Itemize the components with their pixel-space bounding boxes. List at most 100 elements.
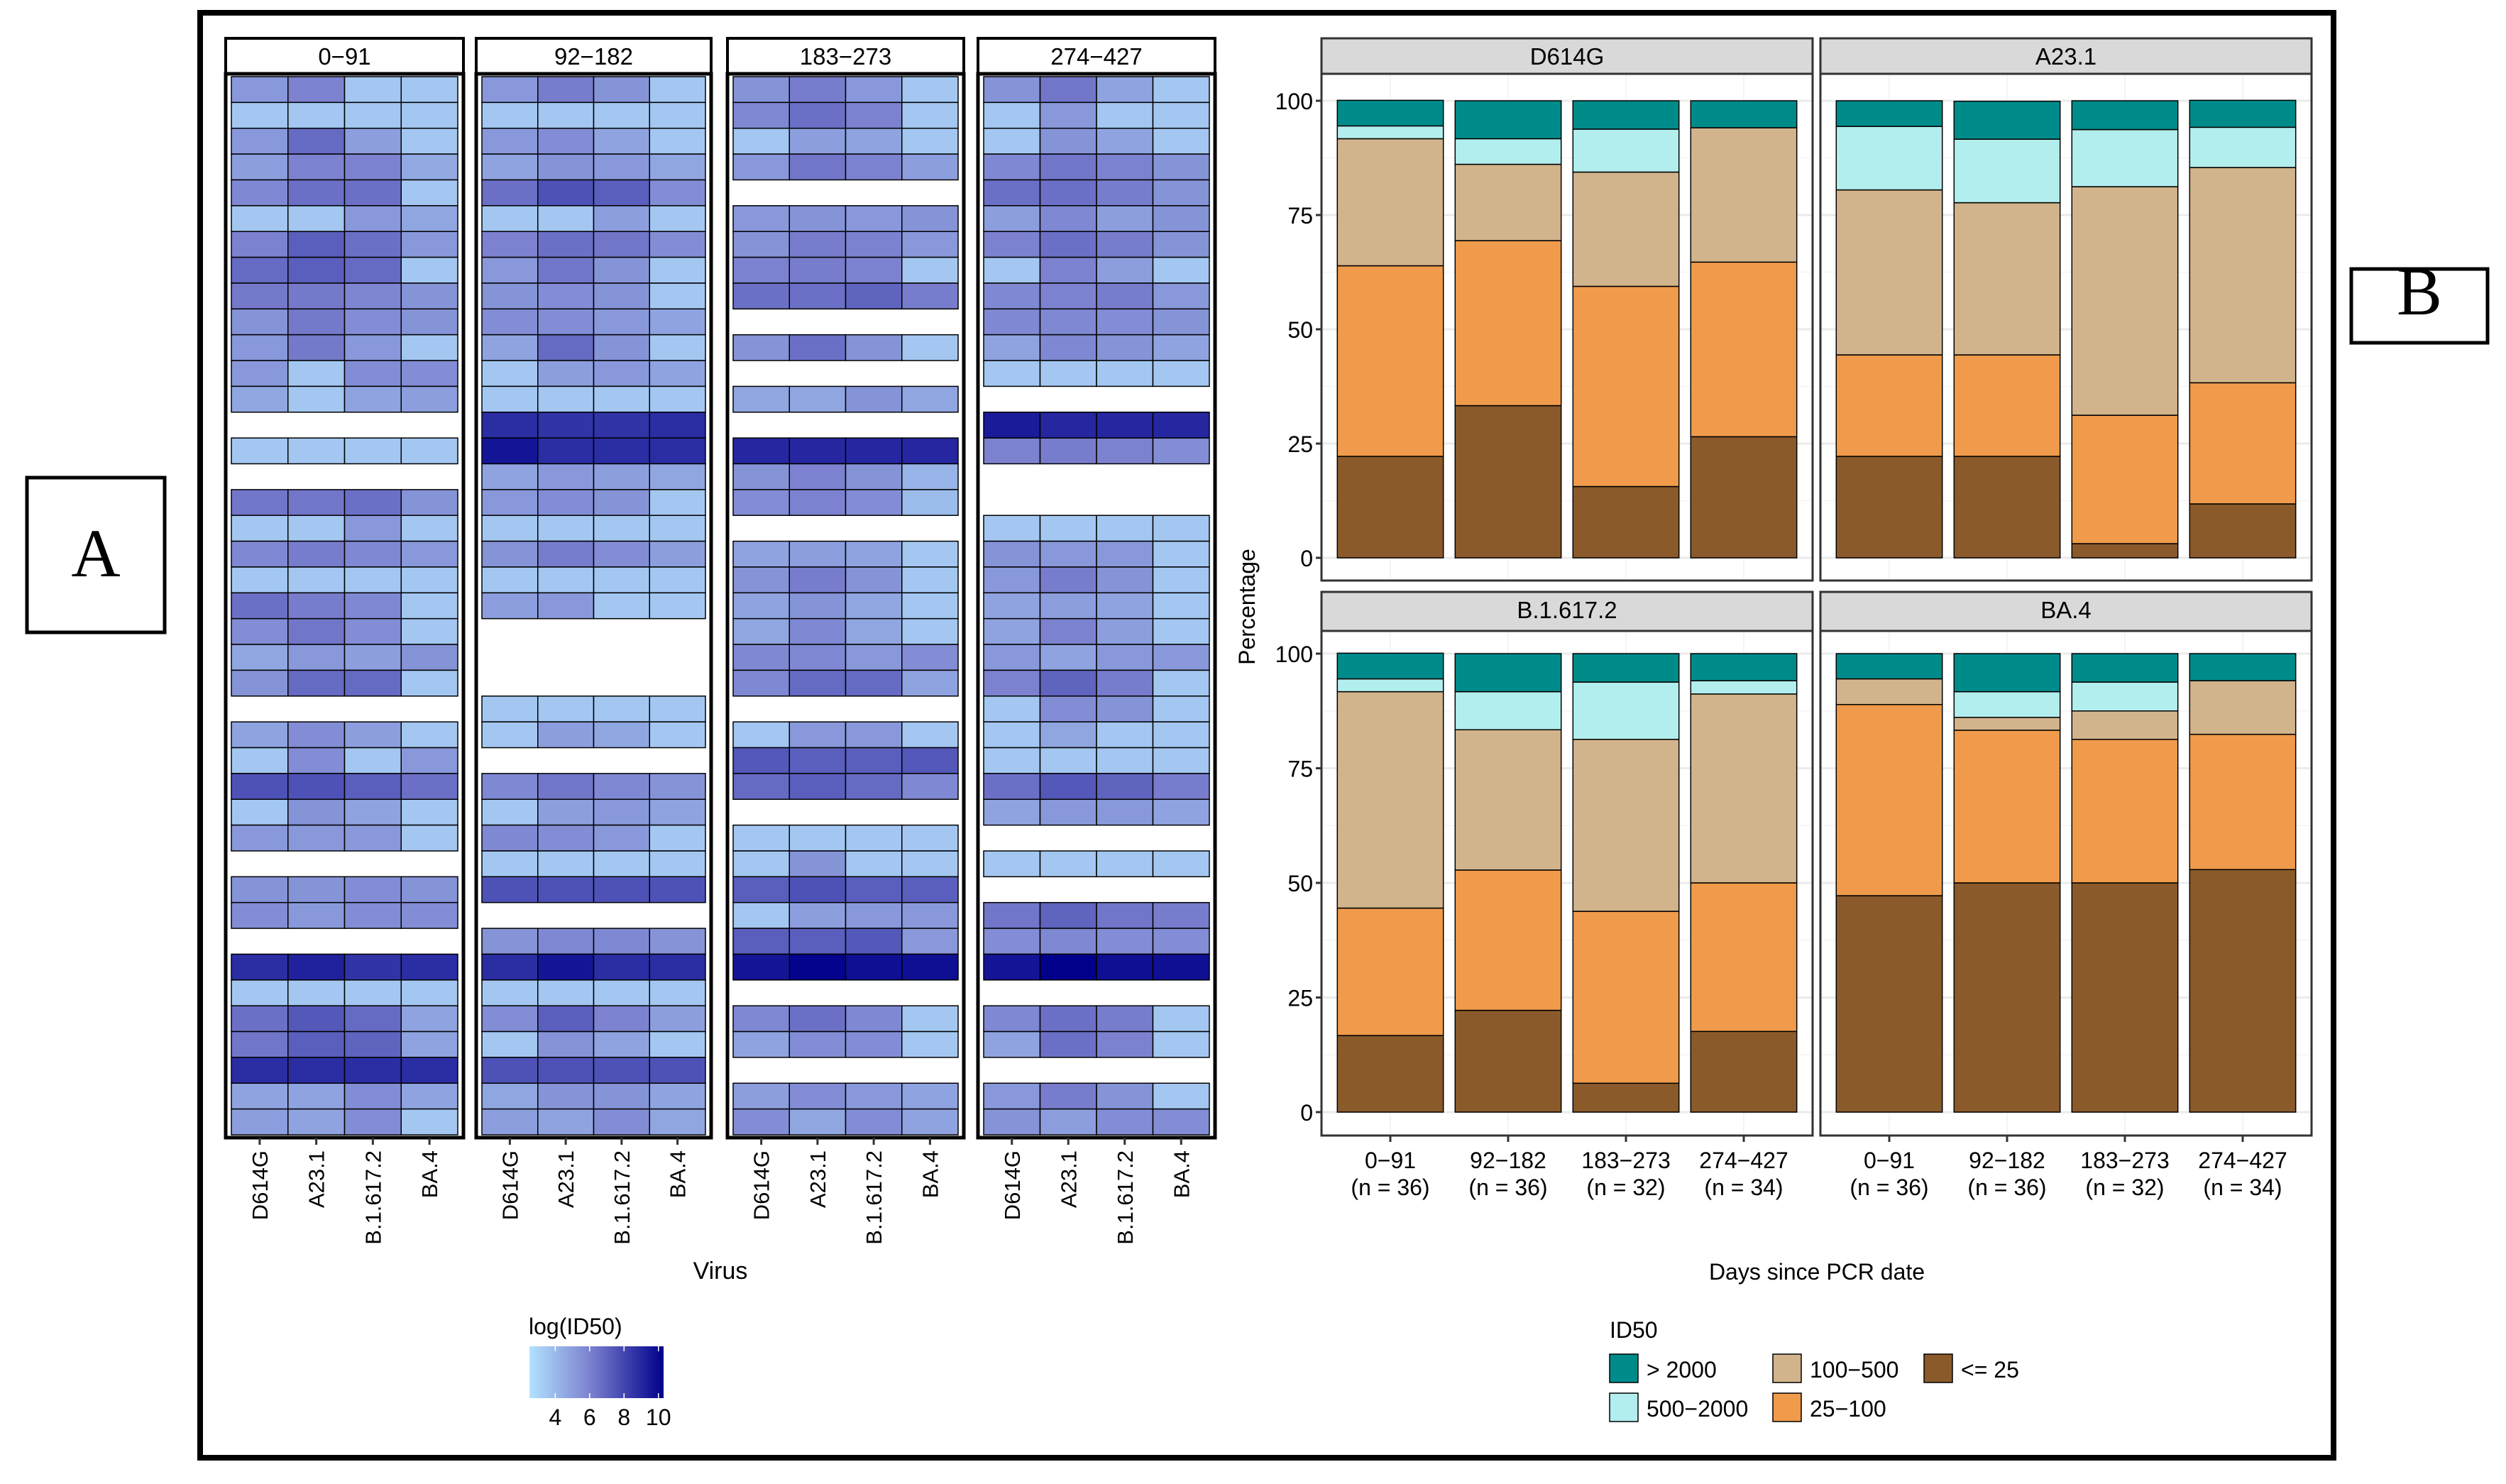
heatmap-panel-a: 0−91 D614G A23.1 B.1.617.2 BA.4 92−182 D614G A2… xyxy=(224,37,1217,1245)
heatmap-cell xyxy=(231,1005,289,1033)
heatmap-cell xyxy=(344,721,402,749)
heatmap-cell xyxy=(1039,360,1097,388)
bar-y-axis-title: Percentage xyxy=(1234,549,1260,665)
heatmap-cell xyxy=(1152,850,1210,878)
heatmap-cell xyxy=(344,1057,402,1084)
heatmap-cell xyxy=(287,773,346,800)
heatmap-legend-title: log(ID50) xyxy=(529,1314,622,1339)
heatmap-cell xyxy=(845,1108,903,1136)
bar-segment-r500_2000 xyxy=(1953,138,2061,204)
heatmap-cell xyxy=(537,256,595,284)
heatmap-cell xyxy=(1096,617,1154,645)
bar-legend-title: ID50 xyxy=(1610,1317,1658,1343)
heatmap-cell xyxy=(1039,256,1097,284)
heatmap-cell xyxy=(1152,1005,1210,1033)
heatmap-cell xyxy=(287,256,346,284)
heatmap-cell xyxy=(344,592,402,620)
heatmap-cell xyxy=(649,721,706,749)
heatmap-cell xyxy=(1039,179,1097,207)
heatmap-cell xyxy=(287,592,346,620)
heatmap-cell xyxy=(593,463,650,490)
heatmap-cell xyxy=(983,798,1041,826)
heatmap-cell xyxy=(649,850,706,878)
heatmap-facet-label: 92−182 xyxy=(554,43,633,70)
heatmap-cell xyxy=(481,1108,539,1136)
heatmap-cell xyxy=(231,127,289,155)
heatmap-cell xyxy=(1039,1030,1097,1058)
heatmap-cell xyxy=(1152,747,1210,774)
heatmap-cell xyxy=(231,76,289,104)
heatmap-cell xyxy=(983,901,1041,929)
bar-segment-le25 xyxy=(1835,456,1943,559)
heatmap-cell xyxy=(400,617,458,645)
heatmap-cell xyxy=(983,1030,1041,1058)
heatmap-cell xyxy=(287,282,346,310)
heatmap-cell xyxy=(983,721,1041,749)
heatmap-cell xyxy=(983,256,1041,284)
heatmap-cell xyxy=(231,101,289,129)
heatmap-cell xyxy=(400,540,458,568)
heatmap-cell xyxy=(845,334,903,361)
heatmap-x-tick-label: B.1.617.2 xyxy=(1113,1150,1138,1245)
heatmap-cell xyxy=(901,463,959,490)
heatmap-cell xyxy=(788,1005,847,1033)
heatmap-cell xyxy=(732,1030,790,1058)
bar-x-tick-label: 0−91 xyxy=(1365,1148,1416,1173)
bar-legend-swatch-le25 xyxy=(1923,1353,1953,1383)
heatmap-cell xyxy=(400,385,458,413)
heatmap-cell xyxy=(593,1082,650,1110)
heatmap-cell xyxy=(1039,540,1097,568)
bar-segment-r500_2000 xyxy=(1835,126,1943,191)
bar-legend-swatch-r100_500 xyxy=(1772,1353,1802,1383)
bar-segment-gt2000 xyxy=(1690,653,1798,681)
bar-segment-r500_2000 xyxy=(1454,138,1562,165)
bar-y-tick-label: 25 xyxy=(1287,432,1313,457)
heatmap-cell xyxy=(344,773,402,800)
heatmap-cell xyxy=(400,979,458,1006)
heatmap-cell xyxy=(1039,437,1097,465)
heatmap-cell xyxy=(1039,592,1097,620)
heatmap-cell xyxy=(344,437,402,465)
heatmap-cell xyxy=(983,644,1041,671)
heatmap-cell xyxy=(983,669,1041,697)
heatmap-cell xyxy=(788,76,847,104)
heatmap-cell xyxy=(400,179,458,207)
bar-y-tick-label: 0 xyxy=(1300,546,1313,571)
heatmap-cell xyxy=(732,489,790,516)
bar-segment-r500_2000 xyxy=(1572,681,1680,740)
heatmap-cell xyxy=(481,824,539,852)
heatmap-cell xyxy=(1096,282,1154,310)
heatmap-cell xyxy=(1096,901,1154,929)
bar-segment-r500_2000 xyxy=(1336,678,1444,693)
heatmap-cell xyxy=(845,1082,903,1110)
heatmap-cell xyxy=(344,644,402,671)
bar-segment-r25_100 xyxy=(1454,869,1562,1011)
heatmap-cell xyxy=(901,644,959,671)
heatmap-cell xyxy=(537,334,595,361)
heatmap-cell xyxy=(983,515,1041,542)
heatmap-cell xyxy=(287,127,346,155)
heatmap-cell xyxy=(537,566,595,594)
heatmap-x-tick-label: BA.4 xyxy=(918,1150,943,1198)
heatmap-cell xyxy=(593,773,650,800)
panel-label-b-text: B xyxy=(2397,253,2442,329)
heatmap-cell xyxy=(537,463,595,490)
heatmap-cell xyxy=(788,747,847,774)
heatmap-cell xyxy=(901,721,959,749)
heatmap-cell xyxy=(287,953,346,981)
heatmap-cell xyxy=(481,696,539,722)
heatmap-cell xyxy=(593,850,650,878)
heatmap-cell xyxy=(537,824,595,852)
heatmap-cell xyxy=(400,824,458,852)
bar-y-tick-label: 100 xyxy=(1275,89,1313,114)
heatmap-cell xyxy=(287,437,346,465)
heatmap-cell xyxy=(1039,515,1097,542)
heatmap-cell xyxy=(1096,437,1154,465)
heatmap-cell xyxy=(788,385,847,413)
bar-facet-strip xyxy=(1819,590,2313,632)
bar-segment-r500_2000 xyxy=(1572,128,1680,173)
heatmap-cell xyxy=(901,824,959,852)
bar-facet-strip xyxy=(1320,37,1814,75)
heatmap-cell xyxy=(1096,747,1154,774)
